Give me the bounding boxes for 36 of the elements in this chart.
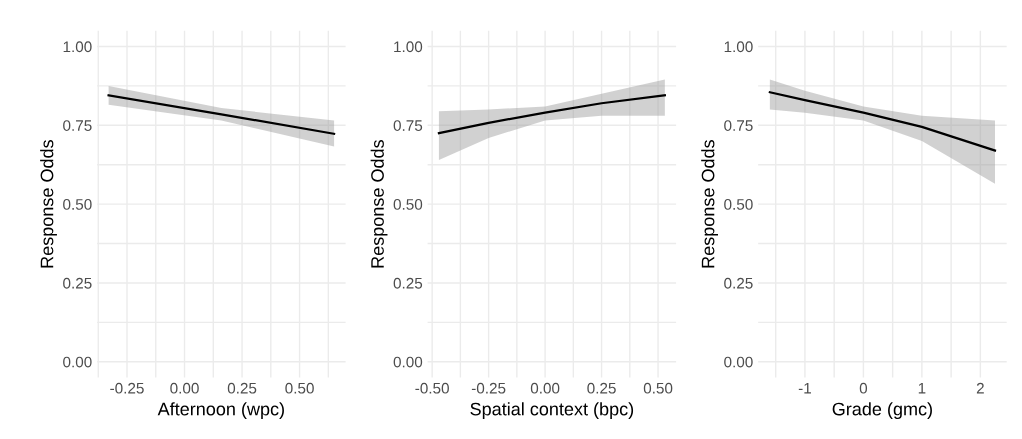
y-tick-label: 1.00 xyxy=(394,41,423,53)
y-tick-label: 0.25 xyxy=(724,277,753,289)
y-tick-label: 1.00 xyxy=(724,41,753,53)
y-tick-label: 0.00 xyxy=(63,356,92,368)
y-tick-label: 1.00 xyxy=(63,41,92,53)
y-tick-label: 0.00 xyxy=(393,356,423,368)
y-axis-title: Response Odds xyxy=(701,140,718,268)
x-tick-label: -0.25 xyxy=(110,382,144,394)
y-tick-label: 0.25 xyxy=(63,277,92,289)
x-tick-label: 0.00 xyxy=(170,382,199,394)
x-tick-label: 0.25 xyxy=(587,382,616,394)
y-tick-label: 0.25 xyxy=(393,277,423,289)
y-axis-title: Response Odds xyxy=(40,140,57,268)
x-tick-label: -1 xyxy=(798,382,811,394)
x-tick-label: 1 xyxy=(918,382,926,394)
line-series xyxy=(437,94,666,135)
y-tick-label: 0.50 xyxy=(393,199,423,210)
x-tick-label: 0.50 xyxy=(643,382,673,394)
x-tick-label: 0.50 xyxy=(285,382,314,394)
line-series xyxy=(768,91,997,152)
y-tick-label: 0.00 xyxy=(724,356,753,368)
y-tick-label: 0.50 xyxy=(63,199,92,210)
x-tick-label: 0.25 xyxy=(227,382,257,394)
x-tick-label: 0 xyxy=(859,382,868,394)
y-tick-label: 0.50 xyxy=(724,199,753,210)
y-tick-label: 0.75 xyxy=(724,120,753,131)
x-tick-label: 0.00 xyxy=(530,382,560,394)
x-tick-label: -0.50 xyxy=(415,382,449,394)
y-axis-title: Response Odds xyxy=(370,140,388,268)
y-tick-label: 0.75 xyxy=(63,120,92,131)
x-axis-title: Afternoon (wpc) xyxy=(157,402,284,420)
x-axis-title: Grade (gmc) xyxy=(832,402,932,420)
x-axis-title: Spatial context (bpc) xyxy=(470,402,634,420)
x-tick-label: 2 xyxy=(976,382,984,394)
x-tick-label: -0.25 xyxy=(471,382,506,394)
y-tick-label: 0.75 xyxy=(393,120,423,131)
